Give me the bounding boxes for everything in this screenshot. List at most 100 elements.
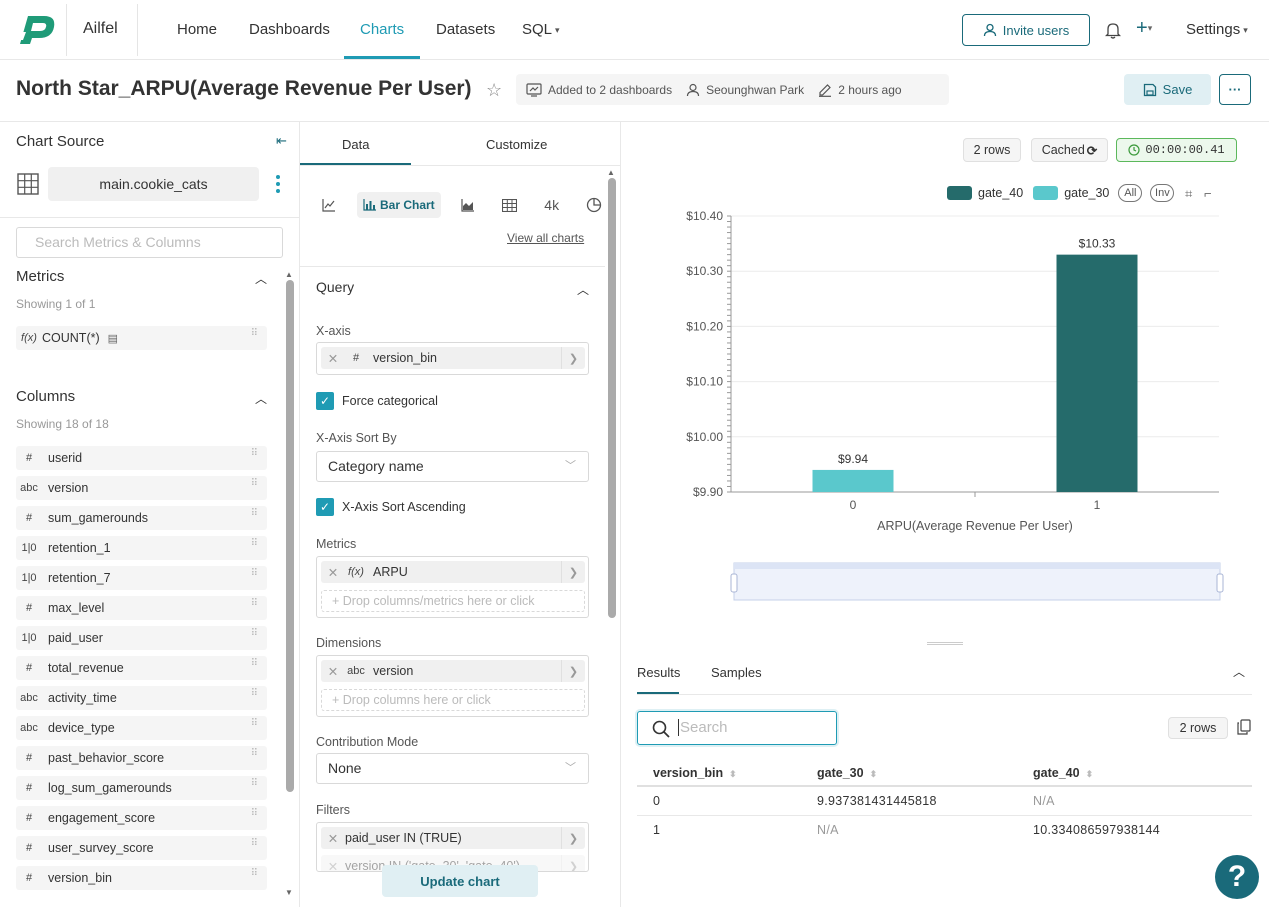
dataset-selector[interactable]: main.cookie_cats [48, 167, 259, 201]
metric-drop-zone[interactable]: + Drop columns/metrics here or click [321, 590, 585, 612]
column-header[interactable]: gate_40 ⬍ [1033, 766, 1094, 780]
tab-customize[interactable]: Customize [486, 137, 548, 152]
chevron-right-icon[interactable]: ❯ [561, 660, 585, 682]
metrics-section-title[interactable]: Metrics [16, 268, 65, 285]
query-section-title[interactable]: Query [316, 279, 355, 295]
scroll-up-arrow[interactable]: ▲ [285, 270, 293, 279]
zoom-handle-left[interactable] [730, 573, 738, 593]
drag-handle-icon[interactable]: ⠿ [250, 538, 258, 549]
column-item[interactable]: # log_sum_gamerounds ⠿ [16, 776, 267, 800]
scroll-down-arrow[interactable]: ▼ [285, 888, 293, 897]
metric-item[interactable]: f(x) COUNT(*) ▤ ⠿ [16, 326, 267, 350]
pie-chart-icon[interactable] [581, 192, 607, 218]
drag-handle-icon[interactable]: ⠿ [250, 658, 258, 669]
drag-handle-icon[interactable]: ⠿ [250, 838, 258, 849]
tab-data[interactable]: Data [342, 137, 370, 152]
drag-handle-icon[interactable]: ⠿ [250, 748, 258, 759]
results-search-input[interactable]: Search [637, 711, 837, 745]
chevron-up-icon[interactable]: ︿ [255, 392, 268, 406]
add-new-button[interactable]: +▾ [1136, 17, 1152, 40]
column-item[interactable]: # sum_gamerounds ⠿ [16, 506, 267, 530]
column-item[interactable]: abc device_type ⠿ [16, 716, 267, 740]
sort-ascending-checkbox[interactable]: ✓ [316, 498, 334, 516]
legend-all-button[interactable]: All [1118, 184, 1143, 202]
tab-samples[interactable]: Samples [711, 665, 762, 680]
zoom-icon[interactable]: ⌗ [1185, 186, 1193, 201]
legend-swatch[interactable] [947, 186, 972, 200]
drag-handle-icon[interactable]: ⠿ [250, 628, 258, 639]
drag-handle-icon[interactable]: ⠿ [250, 778, 258, 789]
drag-handle-icon[interactable]: ⠿ [250, 868, 258, 879]
force-categorical-checkbox[interactable]: ✓ [316, 392, 334, 410]
metric-pill[interactable]: ✕ f(x) ARPU ❯ [321, 561, 585, 583]
nav-charts[interactable]: Charts [360, 21, 405, 38]
update-chart-button[interactable]: Update chart [382, 865, 538, 897]
close-icon[interactable]: ✕ [327, 565, 339, 580]
drag-handle-icon[interactable]: ⠿ [250, 688, 258, 699]
chevron-right-icon[interactable]: ❯ [561, 827, 585, 849]
drag-handle-icon[interactable]: ⠿ [250, 598, 258, 609]
column-item[interactable]: # version_bin ⠿ [16, 866, 267, 890]
dimension-pill[interactable]: ✕ abc version ❯ [321, 660, 585, 682]
column-item[interactable]: 1|0 paid_user ⠿ [16, 626, 267, 650]
logo-icon[interactable] [14, 10, 60, 50]
close-icon[interactable]: ✕ [327, 859, 339, 872]
contribution-select[interactable]: None ﹀ [316, 753, 589, 784]
drag-handle-icon[interactable]: ⠿ [250, 328, 258, 339]
zoom-reset-icon[interactable]: ⌐ [1203, 186, 1212, 201]
more-actions-button[interactable]: ··· [1219, 74, 1251, 105]
nav-sql[interactable]: SQL ▾ [522, 21, 560, 38]
nav-datasets[interactable]: Datasets [436, 21, 496, 38]
column-item[interactable]: # user_survey_score ⠿ [16, 836, 267, 860]
drag-handle-icon[interactable]: ⠿ [250, 478, 258, 489]
area-chart-icon[interactable] [455, 192, 481, 218]
panel-resize-handle[interactable] [927, 642, 963, 645]
column-item[interactable]: abc version ⠿ [16, 476, 267, 500]
sort-by-select[interactable]: Category name ﹀ [316, 451, 589, 482]
dimension-drop-zone[interactable]: + Drop columns here or click [321, 689, 585, 711]
line-chart-icon[interactable] [316, 192, 342, 218]
more-vertical-icon[interactable] [275, 174, 281, 194]
legend-item[interactable]: gate_40 [978, 186, 1024, 200]
filter-pill[interactable]: ✕ paid_user IN (TRUE) ❯ [321, 827, 585, 849]
nav-home[interactable]: Home [177, 21, 218, 38]
close-icon[interactable]: ✕ [327, 664, 339, 679]
columns-section-title[interactable]: Columns [16, 388, 76, 405]
collapse-panel-icon[interactable]: ⇤ [276, 133, 287, 148]
invite-users-button[interactable]: Invite users [962, 14, 1090, 46]
settings-menu[interactable]: Settings ▾ [1186, 21, 1248, 38]
column-item[interactable]: 1|0 retention_7 ⠿ [16, 566, 267, 590]
chevron-up-icon[interactable]: ︿ [577, 283, 590, 297]
zoom-handle-right[interactable] [1216, 573, 1224, 593]
drag-handle-icon[interactable]: ⠿ [250, 718, 258, 729]
scrollbar[interactable] [286, 280, 294, 792]
save-button[interactable]: Save [1124, 74, 1211, 105]
view-all-charts-link[interactable]: View all charts [507, 231, 585, 245]
chevron-right-icon[interactable]: ❯ [561, 855, 585, 871]
close-icon[interactable]: ✕ [327, 351, 339, 366]
nav-dashboards[interactable]: Dashboards [249, 21, 330, 38]
help-button[interactable]: ? [1215, 855, 1259, 899]
scrollbar[interactable] [608, 178, 616, 618]
column-header[interactable]: gate_30 ⬍ [817, 766, 878, 780]
chevron-up-icon[interactable]: ︿ [1233, 665, 1246, 679]
column-item[interactable]: # total_revenue ⠿ [16, 656, 267, 680]
cached-badge[interactable]: Cached ⟳ [1031, 138, 1108, 162]
tab-results[interactable]: Results [637, 665, 681, 680]
column-item[interactable]: # userid ⠿ [16, 446, 267, 470]
scroll-up-arrow[interactable]: ▲ [607, 168, 615, 177]
dashboards-meta[interactable]: Added to 2 dashboards [526, 83, 672, 97]
close-icon[interactable]: ✕ [327, 831, 339, 846]
chevron-right-icon[interactable]: ❯ [561, 347, 585, 369]
xaxis-pill[interactable]: ✕ # version_bin ❯ [321, 347, 585, 369]
drag-handle-icon[interactable]: ⠿ [250, 508, 258, 519]
column-item[interactable]: 1|0 retention_1 ⠿ [16, 536, 267, 560]
chevron-up-icon[interactable]: ︿ [255, 272, 268, 286]
search-metrics-input[interactable]: Search Metrics & Columns [16, 227, 283, 258]
drag-handle-icon[interactable]: ⠿ [250, 568, 258, 579]
big-number-chart-button[interactable]: 4k [544, 197, 560, 213]
column-item[interactable]: # past_behavior_score ⠿ [16, 746, 267, 770]
legend-item[interactable]: gate_30 [1064, 186, 1110, 200]
drag-handle-icon[interactable]: ⠿ [250, 448, 258, 459]
bell-icon[interactable] [1105, 21, 1121, 39]
